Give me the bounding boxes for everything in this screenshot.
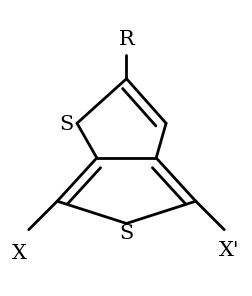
Text: R: R xyxy=(118,30,134,49)
Text: S: S xyxy=(119,224,133,243)
Text: X': X' xyxy=(218,241,239,260)
Text: X: X xyxy=(11,244,26,263)
Text: S: S xyxy=(58,115,73,134)
